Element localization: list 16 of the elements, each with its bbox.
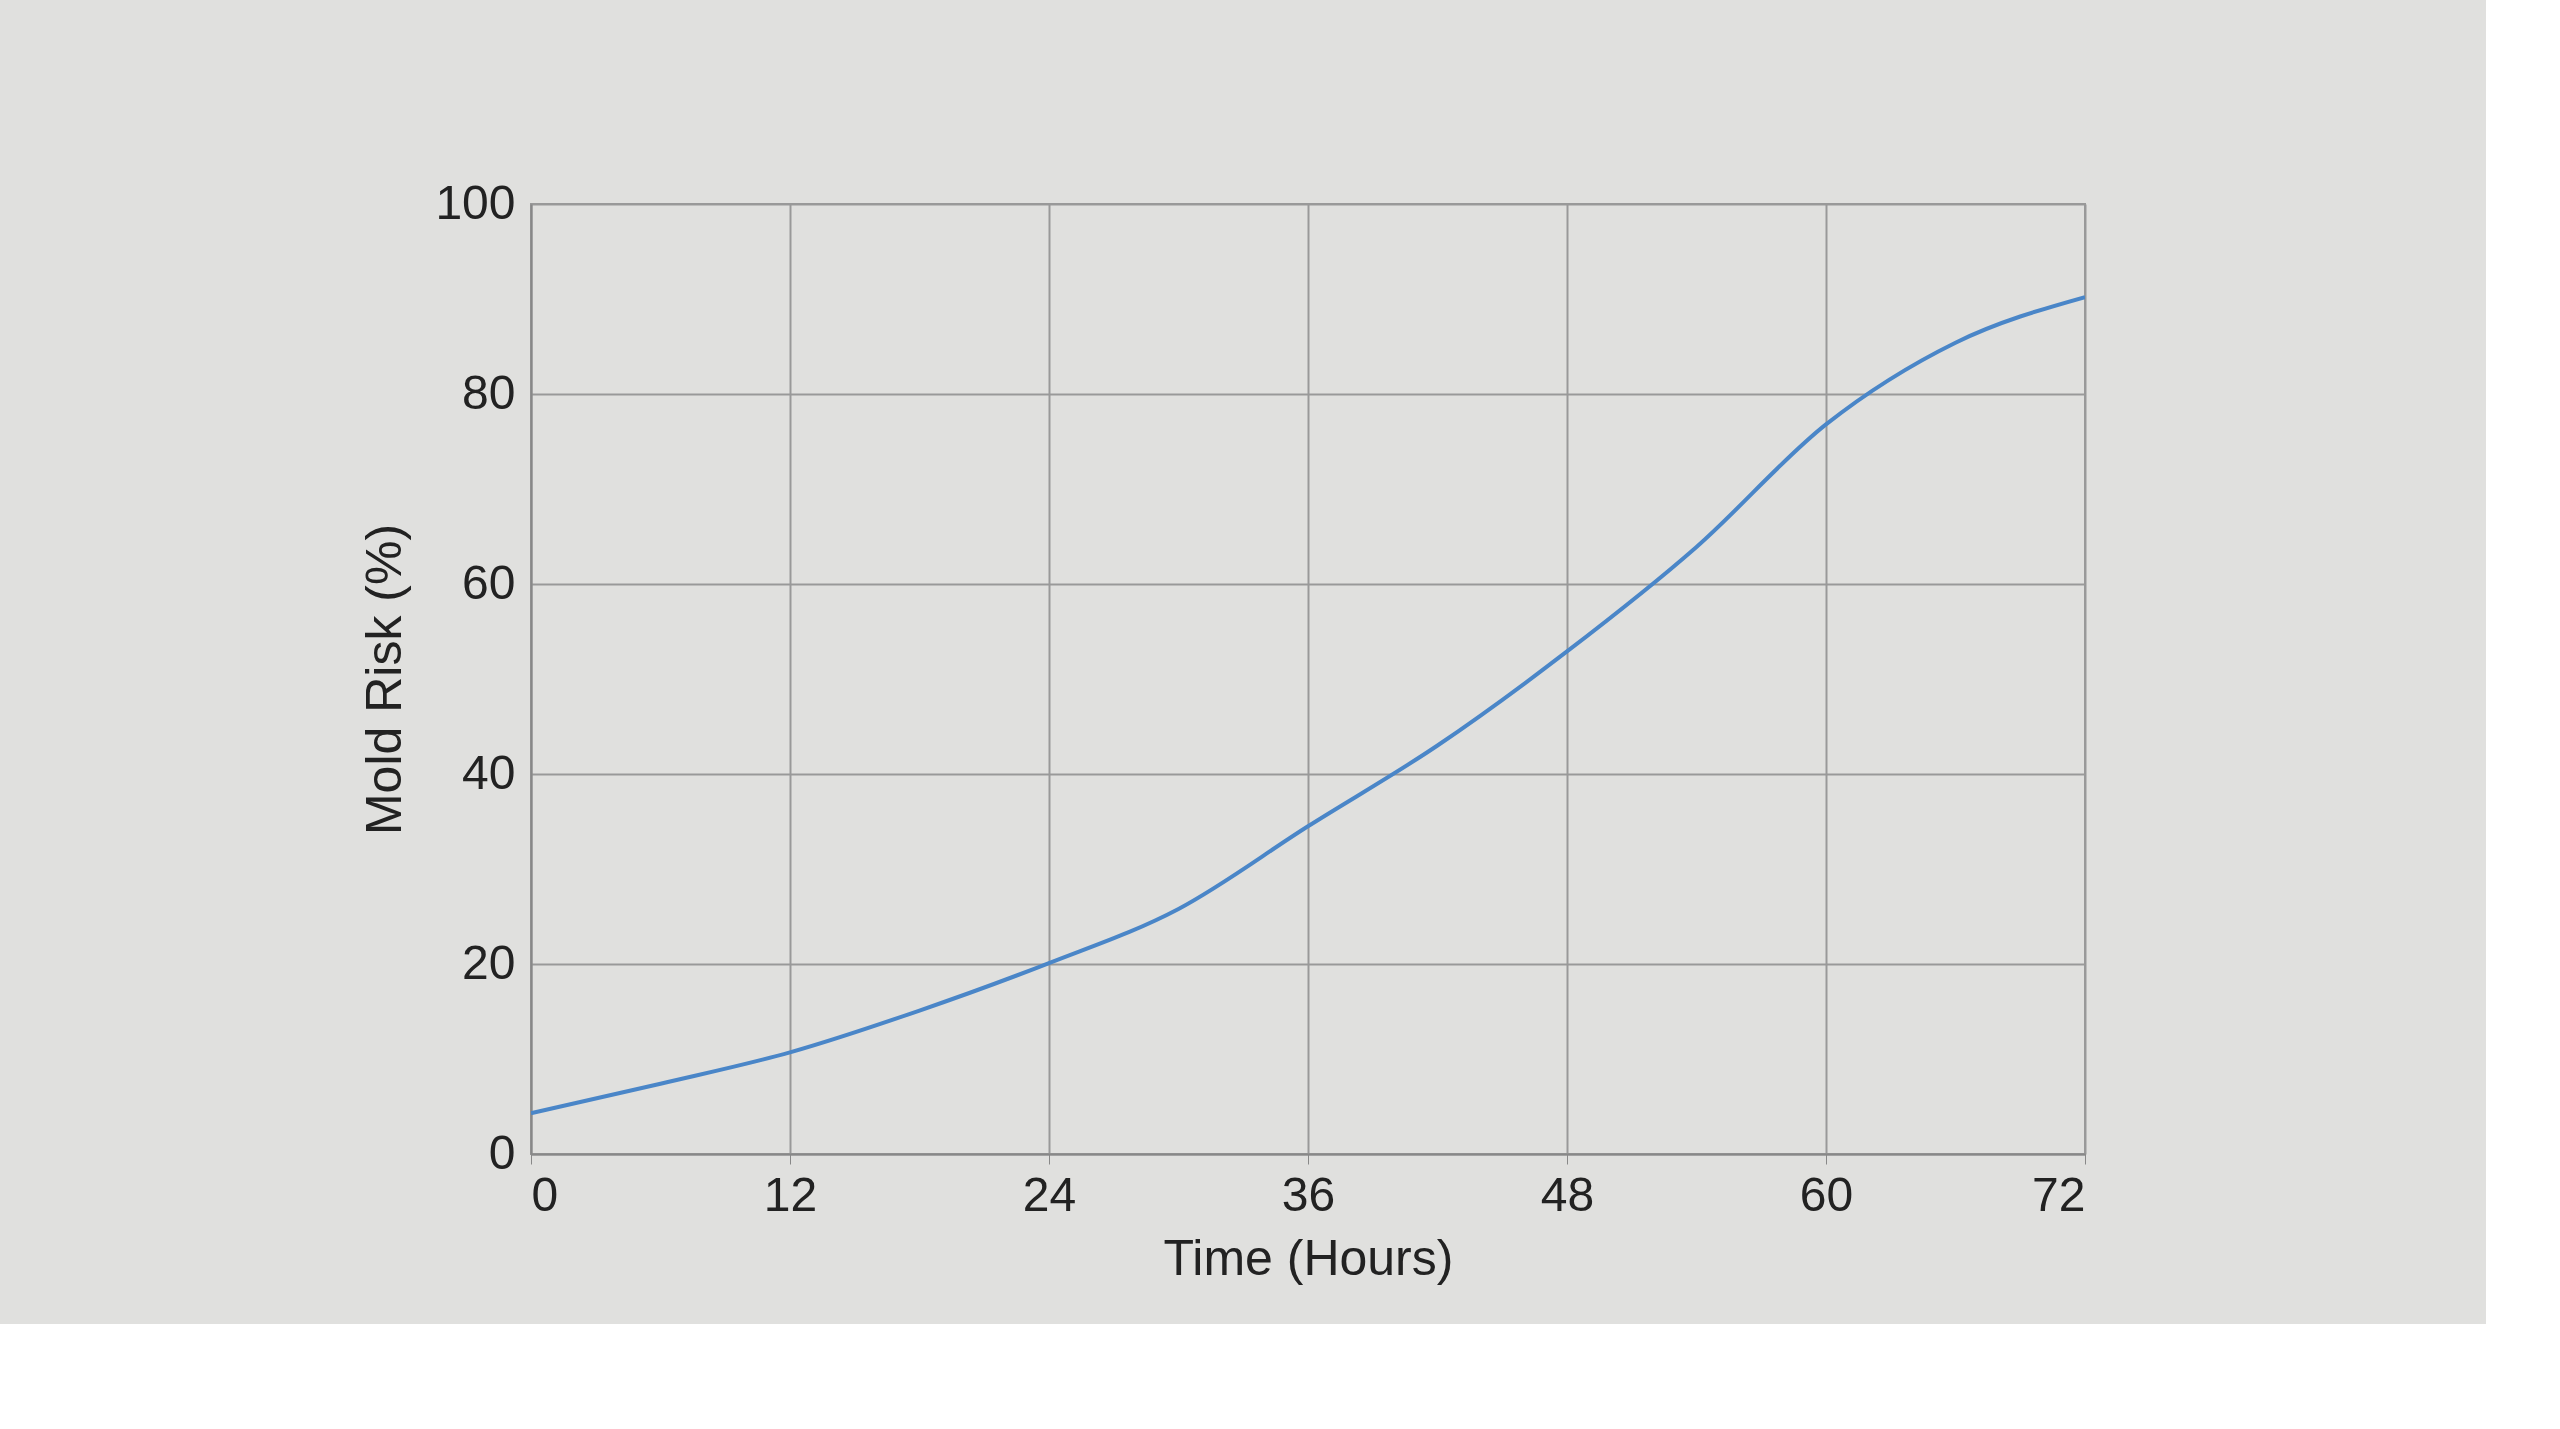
y-tick-label: 20 [462,935,516,989]
x-tick-label: 36 [1281,1167,1336,1221]
y-tick-label: 60 [462,555,516,609]
y-axis-title: Mold Risk (%) [356,523,413,836]
line-series [531,295,2085,1116]
x-tick-label: 12 [763,1167,818,1221]
x-tick-label: 72 [2032,1167,2086,1221]
y-tick-label: 0 [488,1125,516,1179]
x-tick-label: 60 [1799,1167,1854,1221]
y-tick-label: 100 [435,175,516,229]
x-tick-label: 0 [531,1167,559,1221]
y-tick-label: 80 [462,365,516,419]
x-tick-label: 48 [1540,1167,1595,1221]
y-tick-label: 40 [462,745,516,799]
x-axis-title: Time (Hours) [1163,1229,1454,1286]
x-tick-label: 24 [1022,1167,1077,1221]
